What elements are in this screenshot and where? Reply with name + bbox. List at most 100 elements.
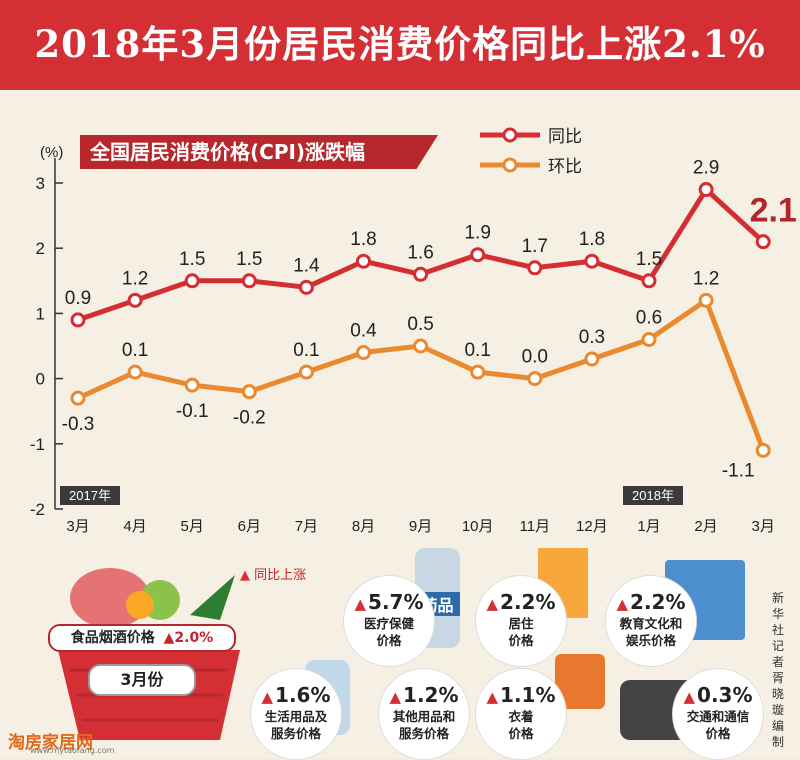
item-medical: ▲ 5.7% 医疗保健 价格 xyxy=(343,575,435,667)
data-label-mom: 0.1 xyxy=(464,340,490,361)
data-label-mom: 1.2 xyxy=(693,268,719,289)
data-point-yoy xyxy=(356,253,371,269)
lower-legend: ▲ 同比上涨 xyxy=(240,568,307,583)
data-label-yoy: 1.7 xyxy=(522,236,548,257)
item-other-name-2: 服务价格 xyxy=(398,726,449,741)
data-point-yoy xyxy=(298,279,314,295)
year-label-box xyxy=(623,486,683,505)
x-tick-label: 10月 xyxy=(462,518,494,535)
y-tick-label: 1 xyxy=(36,304,45,323)
data-point-mom xyxy=(184,377,200,393)
data-label-yoy: 1.9 xyxy=(464,223,490,244)
data-point-mom xyxy=(241,384,257,400)
data-point-mom xyxy=(298,364,314,380)
data-point-mom xyxy=(584,351,600,367)
data-label-yoy: 1.6 xyxy=(407,242,433,263)
x-tick-label: 4月 xyxy=(123,518,146,535)
item-housing: ▲ 2.2% 居住 价格 xyxy=(475,575,567,667)
year-label: 2018年 xyxy=(632,488,674,503)
data-label-yoy: 1.8 xyxy=(350,229,376,250)
item-housing-name-1: 居住 xyxy=(508,616,534,631)
item-other: ▲ 1.2% 其他用品和 服务价格 xyxy=(378,668,470,760)
item-clothing-name-1: 衣着 xyxy=(508,709,534,724)
x-tick-label: 9月 xyxy=(409,518,432,535)
data-label-mom: 0.0 xyxy=(522,347,548,368)
watermark-logo: 淘房家居网 xyxy=(8,728,93,753)
data-label-mom: 0.1 xyxy=(122,340,148,361)
data-point-mom xyxy=(527,371,543,387)
basket-value: ▲2.0% xyxy=(163,630,214,646)
item-education: ▲ 2.2% 教育文化和 娱乐价格 xyxy=(605,575,697,667)
x-tick-label: 2月 xyxy=(694,518,717,535)
y-tick-label: -2 xyxy=(30,500,45,519)
data-label-yoy: 0.9 xyxy=(65,288,91,309)
data-label-yoy: 1.8 xyxy=(579,229,605,250)
year-label: 2017年 xyxy=(69,488,111,503)
leaf-icon xyxy=(190,575,235,620)
y-axis-unit: (%) xyxy=(40,144,63,161)
data-point-mom xyxy=(755,442,771,458)
data-point-mom xyxy=(70,390,86,406)
basket-label: 食品烟酒价格 xyxy=(70,630,155,646)
data-label-mom: 0.5 xyxy=(407,314,433,335)
chart-title-ribbon: 全国居民消费价格(CPI)涨跌幅 xyxy=(80,135,438,169)
page-title: 2018年3月份居民消费价格同比上涨2.1% xyxy=(34,22,766,66)
data-point-mom xyxy=(698,292,714,308)
data-point-yoy xyxy=(584,253,600,269)
legend-label-yoy: 同比 xyxy=(548,127,582,146)
y-tick-label: 3 xyxy=(36,174,45,193)
data-label-mom: -0.1 xyxy=(176,401,209,422)
x-tick-label: 12月 xyxy=(576,518,608,535)
data-point-yoy xyxy=(184,273,200,289)
legend-marker-mom xyxy=(502,157,518,173)
data-point-yoy xyxy=(127,292,143,308)
data-point-yoy xyxy=(641,273,657,289)
basket-label-pill: 食品烟酒价格 ▲2.0% xyxy=(48,624,236,652)
data-label-mom: -1.1 xyxy=(722,460,755,481)
x-tick-label: 11月 xyxy=(520,518,551,535)
x-tick-label: 3月 xyxy=(66,518,89,535)
x-tick-label: 6月 xyxy=(238,518,261,535)
item-household-pct: 1.6% xyxy=(275,683,331,707)
y-tick-label: 0 xyxy=(36,370,45,389)
item-medical-pct: 5.7% xyxy=(368,590,424,614)
data-point-yoy xyxy=(698,182,714,198)
data-point-yoy xyxy=(470,247,486,263)
item-clothing-name-2: 价格 xyxy=(508,726,534,741)
item-education-name-2: 娱乐价格 xyxy=(625,633,676,648)
data-label-mom: -0.2 xyxy=(233,408,266,429)
item-household-name-1: 生活用品及 xyxy=(264,709,328,724)
x-tick-label: 3月 xyxy=(752,518,775,535)
item-clothing: ▲ 1.1% 衣着 价格 xyxy=(475,668,567,760)
data-point-yoy xyxy=(241,273,257,289)
x-tick-label: 7月 xyxy=(295,518,318,535)
data-label-mom: 0.3 xyxy=(579,327,605,348)
item-transport-name-1: 交通和通信 xyxy=(686,709,750,724)
item-other-name-1: 其他用品和 xyxy=(392,709,456,724)
year-label-box xyxy=(60,486,120,505)
item-household-name-2: 服务价格 xyxy=(270,726,321,741)
data-label-yoy: 1.4 xyxy=(293,255,320,276)
watermark-text: 淘房家居网 xyxy=(8,733,93,753)
basket-month: 3月份 xyxy=(120,670,164,689)
item-other-pct: 1.2% xyxy=(403,683,459,707)
data-point-yoy xyxy=(413,266,429,282)
title-bar: 2018年3月份居民消费价格同比上涨2.1% xyxy=(0,0,800,90)
data-point-mom xyxy=(356,345,371,361)
legend-label-mom: 环比 xyxy=(548,157,582,176)
lower-legend-text: 同比上涨 xyxy=(254,568,307,583)
data-label-yoy: 2.9 xyxy=(693,158,719,179)
data-point-yoy xyxy=(70,312,86,328)
data-label-mom: -0.3 xyxy=(62,414,95,435)
item-transport-name-2: 价格 xyxy=(705,726,731,741)
item-clothing-pct: 1.1% xyxy=(500,683,556,707)
data-label-mom: 0.4 xyxy=(350,321,377,342)
data-point-yoy xyxy=(755,234,771,250)
data-point-mom xyxy=(641,331,657,347)
x-tick-label: 8月 xyxy=(352,518,375,535)
x-tick-label: 5月 xyxy=(181,518,204,535)
item-housing-pct: 2.2% xyxy=(500,590,556,614)
item-housing-name-2: 价格 xyxy=(508,633,534,648)
item-household: ▲ 1.6% 生活用品及 服务价格 xyxy=(250,668,342,760)
y-tick-label: 2 xyxy=(36,239,45,258)
